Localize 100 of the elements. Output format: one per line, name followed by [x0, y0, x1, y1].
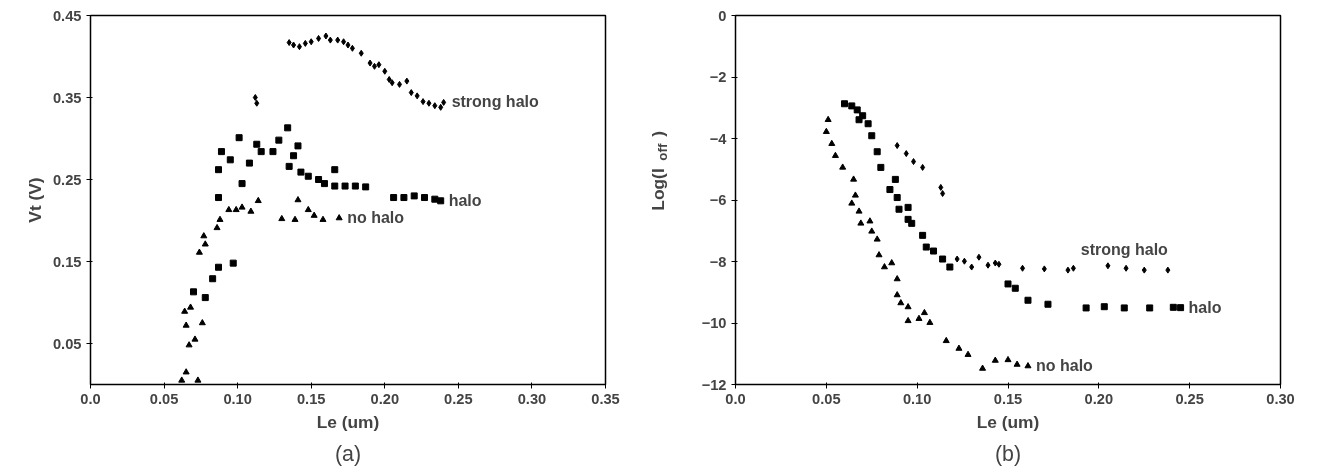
point	[939, 255, 947, 263]
point	[191, 335, 199, 342]
point	[389, 79, 395, 87]
point	[201, 240, 209, 247]
x-tick-label: 0.25	[444, 390, 473, 407]
point	[349, 44, 355, 52]
point	[367, 59, 373, 67]
point	[1011, 284, 1019, 292]
point	[190, 288, 197, 296]
point	[903, 150, 909, 158]
point	[894, 142, 900, 150]
point	[920, 163, 926, 171]
point	[331, 166, 339, 174]
x-tick-label: 0.25	[1175, 390, 1204, 407]
point	[1169, 303, 1177, 311]
point	[194, 376, 202, 383]
point	[976, 253, 982, 261]
x-axis-title: Le (um)	[316, 411, 380, 432]
x-tick-label: 0.15	[993, 390, 1023, 407]
y-tick-label: 0.25	[52, 171, 82, 188]
point	[408, 89, 414, 97]
x-tick-label: 0.10	[223, 390, 252, 407]
point	[992, 259, 998, 267]
point	[225, 205, 233, 213]
point	[904, 316, 912, 324]
point	[238, 180, 246, 188]
point	[880, 263, 888, 270]
point	[1123, 264, 1129, 272]
point	[438, 103, 444, 111]
point	[362, 183, 370, 191]
point	[888, 259, 896, 266]
point	[431, 195, 439, 203]
point	[893, 275, 901, 282]
point	[1013, 360, 1021, 367]
point	[920, 308, 928, 316]
point	[996, 260, 1002, 268]
point	[873, 148, 881, 156]
point	[938, 183, 944, 191]
point	[1041, 265, 1047, 273]
y-tick-label: −6	[709, 192, 727, 208]
x-tick-label: 0.10	[902, 390, 932, 407]
point	[1044, 300, 1052, 308]
point	[426, 99, 432, 107]
point	[1141, 266, 1147, 274]
point	[864, 120, 872, 128]
y-tick-label: −12	[701, 376, 727, 393]
point	[215, 166, 223, 174]
point	[1070, 264, 1076, 272]
point	[841, 100, 848, 108]
series-label: strong halo	[1080, 241, 1169, 259]
y-tick-label: −10	[701, 315, 727, 331]
x-tick-label: 0.15	[296, 390, 326, 407]
x-tick-label: 0.20	[1084, 390, 1114, 407]
point	[201, 294, 209, 302]
point	[291, 41, 297, 49]
point	[215, 194, 223, 202]
point	[437, 197, 445, 205]
x-tick-label: 0.05	[812, 390, 841, 407]
point	[400, 194, 408, 202]
point	[946, 263, 954, 271]
point	[421, 194, 429, 202]
point	[441, 98, 447, 106]
x-axis-title: Le (um)	[976, 411, 1040, 432]
point	[1165, 266, 1171, 274]
point	[254, 99, 260, 107]
point	[1065, 266, 1071, 274]
x-tick-label: 0.0	[725, 390, 746, 407]
x-tick-label: 0.30	[517, 390, 547, 407]
point	[327, 36, 333, 44]
point	[215, 263, 223, 271]
y-axis-title: Vt (V)	[24, 177, 45, 223]
point	[873, 235, 881, 242]
point	[286, 39, 292, 47]
point	[178, 376, 186, 383]
point	[859, 112, 867, 120]
point	[331, 182, 339, 190]
point	[245, 159, 253, 167]
point	[831, 151, 839, 158]
point	[291, 215, 299, 222]
point	[181, 307, 189, 314]
text: (b)	[994, 441, 1022, 466]
point	[1024, 296, 1032, 304]
point	[315, 176, 323, 183]
point	[1082, 304, 1090, 312]
y-tick-label: −8	[709, 253, 727, 270]
point	[926, 318, 934, 325]
series-label: halo	[1188, 298, 1222, 316]
point	[875, 251, 883, 258]
point	[275, 136, 283, 144]
series-label: no halo	[1035, 357, 1094, 375]
point	[252, 94, 258, 101]
point	[848, 199, 856, 206]
point	[891, 175, 899, 183]
point	[1120, 304, 1128, 312]
point	[341, 182, 349, 190]
point	[382, 67, 388, 75]
series-label: strong halo	[451, 93, 539, 111]
point	[216, 215, 224, 222]
x-tick-label: 0.35	[591, 390, 620, 407]
point	[969, 263, 975, 271]
